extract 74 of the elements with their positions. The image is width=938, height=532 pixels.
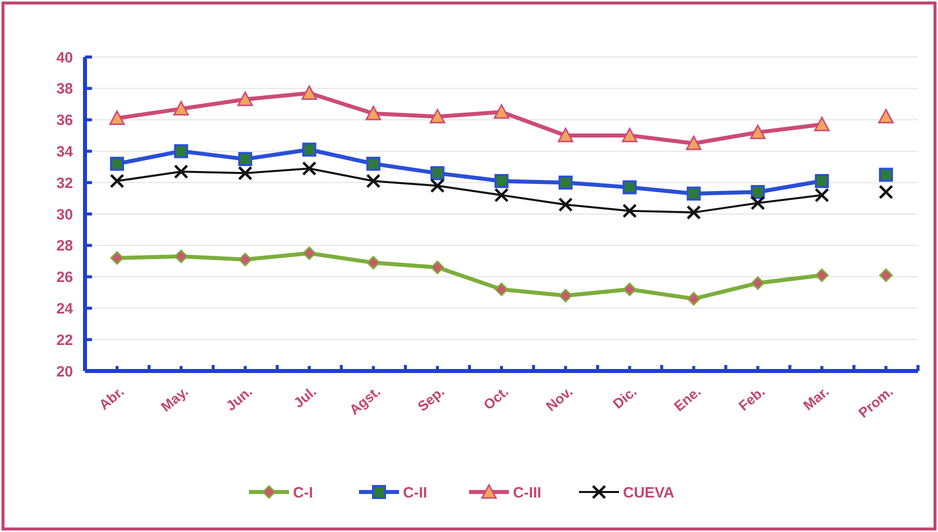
y-tick-label: 28 (56, 238, 73, 255)
y-tick-label: 38 (56, 80, 73, 98)
point (238, 166, 252, 180)
point (814, 174, 829, 188)
point (814, 188, 830, 202)
point (302, 142, 316, 157)
point (174, 250, 188, 264)
point (558, 288, 572, 302)
y-tick-label: 26 (56, 269, 73, 286)
x-tick-label: Mar. (800, 383, 832, 414)
point (622, 128, 638, 142)
point (558, 128, 574, 142)
y-tick-label: 30 (56, 206, 73, 224)
point (494, 188, 509, 202)
point (558, 197, 573, 212)
y-tick-label: 22 (56, 332, 73, 349)
point (430, 108, 446, 124)
point (109, 110, 125, 125)
x-tick-label: May. (158, 383, 192, 415)
point (750, 196, 766, 210)
point (622, 204, 637, 218)
legend-label: C-III (513, 484, 542, 502)
point (237, 92, 253, 106)
point (366, 106, 382, 120)
point (815, 268, 829, 282)
point (686, 205, 701, 220)
point (110, 156, 124, 171)
point (750, 124, 766, 140)
point (686, 136, 702, 150)
y-tick-label: 36 (56, 112, 73, 130)
point (238, 152, 252, 166)
point (174, 144, 188, 158)
x-tick-label: Oct. (480, 383, 512, 413)
point (494, 174, 508, 188)
legend-label: C-II (403, 484, 428, 502)
x-tick-label: Sep. (414, 383, 448, 414)
point (173, 101, 189, 116)
point (430, 260, 444, 274)
y-tick-label: 20 (56, 363, 73, 380)
point (302, 246, 316, 260)
point (494, 282, 508, 296)
point (302, 85, 318, 100)
x-tick-label: Abr. (96, 383, 127, 413)
point (750, 185, 765, 200)
x-tick-label: Nov. (542, 383, 576, 414)
point (110, 251, 124, 265)
x-tick-label: Jun. (222, 383, 256, 414)
x-tick-label: Dic. (610, 383, 640, 412)
y-tick-label: 34 (56, 143, 74, 160)
x-tick-label: Jul. (290, 383, 320, 411)
point (366, 174, 381, 188)
point (110, 174, 124, 188)
point (494, 104, 510, 119)
point (622, 282, 636, 296)
x-tick-label: Ene. (670, 383, 704, 414)
point (751, 276, 765, 290)
legend-label: C-I (293, 484, 313, 502)
point (686, 186, 701, 201)
point (302, 161, 317, 176)
y-tick-label: 24 (56, 300, 74, 318)
point (430, 178, 445, 193)
point (814, 116, 830, 132)
point (622, 180, 637, 194)
point (238, 252, 252, 266)
legend-label: CUEVA (623, 484, 675, 502)
point (174, 164, 188, 179)
point (366, 256, 380, 270)
y-tick-label: 32 (56, 174, 73, 192)
point (366, 156, 380, 171)
point (430, 166, 444, 180)
y-tick-label: 40 (56, 49, 73, 66)
point (686, 292, 700, 306)
point (558, 176, 573, 190)
x-tick-label: Feb. (735, 383, 768, 414)
